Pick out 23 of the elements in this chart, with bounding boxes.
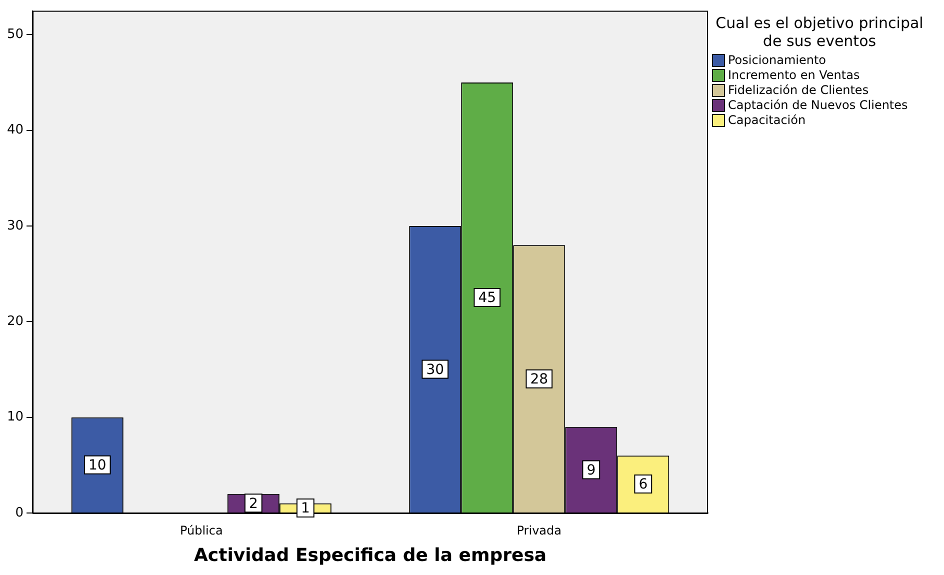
- x-tick-label: Pública: [180, 523, 223, 538]
- legend-label: Capacitación: [728, 113, 806, 128]
- data-label: 28: [530, 371, 548, 388]
- y-tick-label: 40: [6, 122, 24, 138]
- data-label: 30: [426, 362, 444, 378]
- legend-title: Cual es el objetivo principal de sus eventos: [714, 14, 924, 50]
- y-tick-label: 0: [15, 505, 24, 520]
- legend-label: Captación de Nuevos Clientes: [728, 98, 908, 113]
- x-tick-label: Privada: [516, 523, 562, 538]
- data-label: 10: [88, 458, 106, 474]
- data-label: 45: [478, 290, 496, 306]
- data-label: 2: [248, 496, 258, 512]
- x-axis-title: Actividad Especifica de la empresa: [194, 544, 547, 566]
- y-tick-label: 30: [6, 218, 24, 234]
- data-label: 9: [586, 462, 596, 478]
- y-tick-label: 10: [6, 410, 24, 425]
- y-tick-label: 20: [6, 314, 24, 330]
- legend-label: Incremento en Ventas: [728, 68, 860, 83]
- legend-label: Posicionamiento: [728, 53, 826, 68]
- legend-label: Fidelización de Clientes: [728, 83, 869, 98]
- data-label: 1: [300, 500, 310, 517]
- y-tick-label: 50: [6, 27, 24, 42]
- data-label: 6: [638, 476, 648, 493]
